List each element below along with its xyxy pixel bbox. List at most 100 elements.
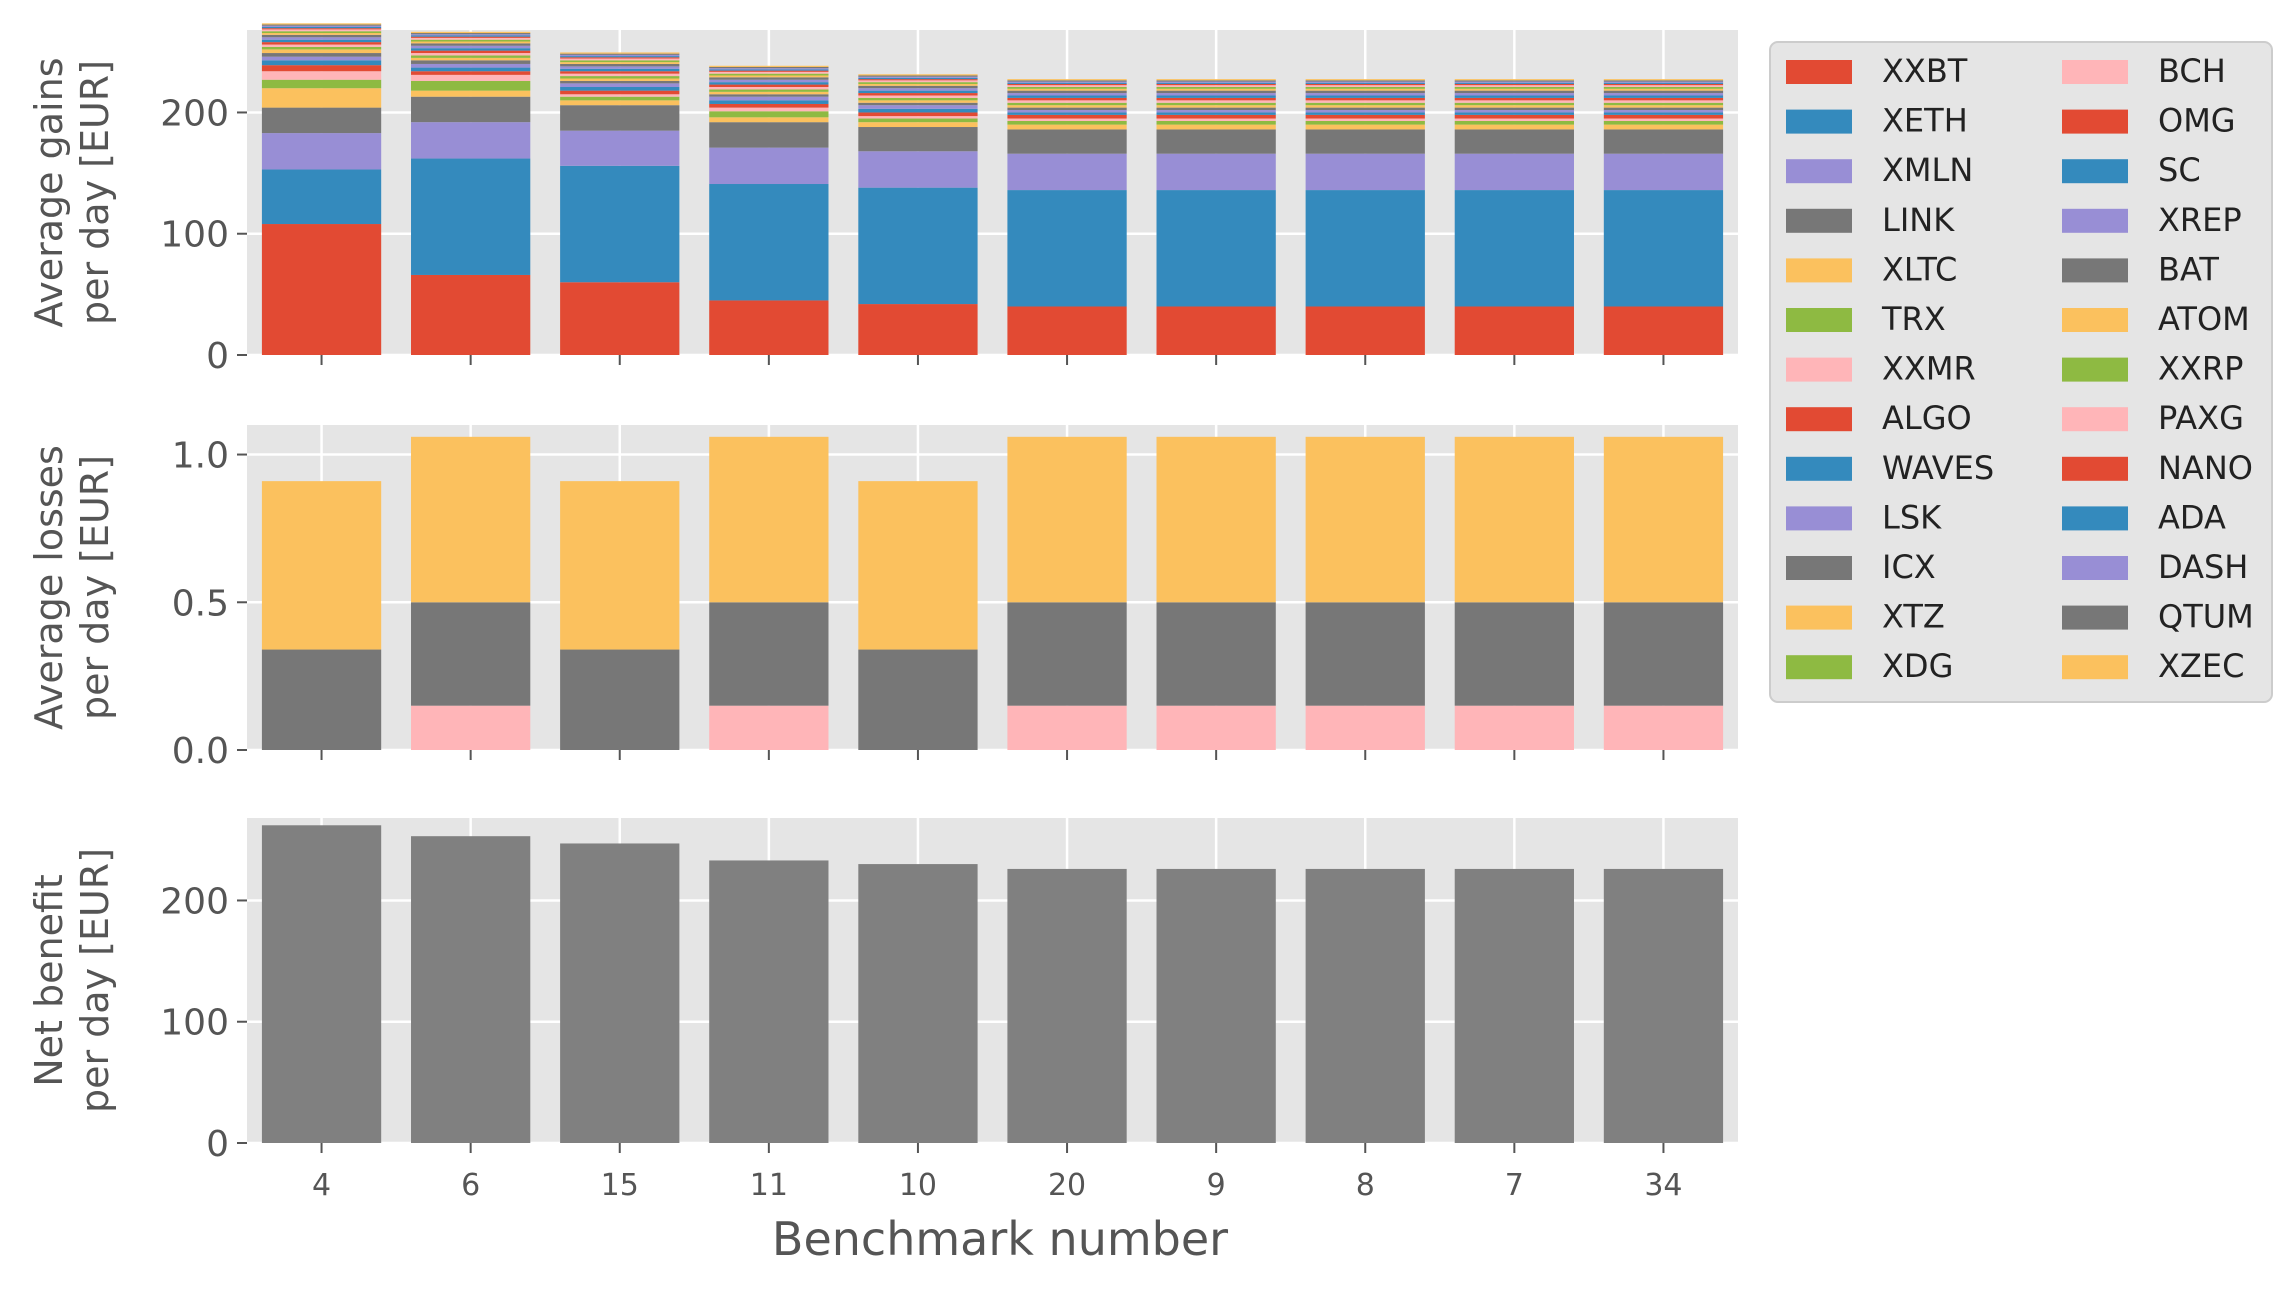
bar-segment-algo-7 [1454, 114, 1574, 119]
bar-segment-xmln-11 [709, 147, 829, 185]
bar-segment-omg-11 [709, 84, 829, 87]
bar-segment-xxbt-4 [261, 224, 382, 355]
bar-segment-icx-15 [560, 80, 680, 84]
bar-segment-nano-34 [1603, 83, 1724, 86]
bar-segment-omg-6 [411, 50, 531, 54]
bar-segment-paxg-11 [709, 71, 829, 74]
bar-segment-bch-34 [1603, 100, 1724, 103]
legend-swatch-bat [2062, 258, 2128, 283]
bar-segment-nano-6 [411, 36, 531, 38]
x-axis-label: Benchmark number [772, 1212, 1228, 1266]
y-axis-label-line-2: per day [EUR] [73, 60, 117, 325]
legend-swatch-ada [2062, 506, 2128, 531]
bar-segment-xzec-20 [1007, 79, 1127, 81]
y-tick-label: 0.0 [172, 731, 229, 772]
bar-segment-series-1-10 [858, 649, 978, 750]
legend-swatch-xeth [1786, 109, 1852, 134]
bar-segment-bat-7 [1454, 90, 1574, 94]
bar-segment-xxmr-4 [261, 71, 382, 80]
y-tick-label: 200 [160, 93, 229, 134]
bar-segment-series-1-9 [1156, 602, 1276, 706]
y-axis-label-line-1: Average losses [27, 445, 71, 730]
bar-segment-paxg-34 [1603, 85, 1724, 87]
bar-segment-bat-8 [1305, 90, 1425, 94]
bar-segment-xzec-6 [411, 31, 531, 34]
bar-segment-xltc-34 [1603, 124, 1724, 130]
bar-segment-series-1-6 [411, 602, 531, 706]
bar-segment-xdg-20 [1007, 102, 1127, 106]
bar-segment-xxmr-8 [1305, 118, 1425, 121]
bar-segment-xmln-4 [261, 133, 382, 170]
bar-segment-ada-10 [858, 77, 978, 80]
bar-segment-omg-20 [1007, 97, 1127, 101]
bar-segment-series-0-7 [1454, 868, 1574, 1143]
bar-segment-sc-15 [560, 68, 680, 72]
bar-segment-waves-34 [1603, 112, 1724, 115]
legend: XXBT XETH XMLN LINK XLTC TRX XXMR ALGO WAVES LSK I… [1769, 41, 2273, 703]
bar-segment-waves-15 [560, 86, 680, 91]
bar-segment-lsk-6 [411, 63, 531, 68]
bar-segment-series-0-10 [858, 864, 978, 1143]
bar-segment-xrep-34 [1603, 93, 1724, 96]
bar-segment-waves-9 [1156, 112, 1276, 115]
bar-segment-atom-7 [1454, 88, 1574, 91]
bar-segment-omg-8 [1305, 97, 1425, 101]
bar-segment-xdg-10 [858, 97, 978, 101]
bar-segment-bch-6 [411, 53, 531, 56]
bar-segment-xzec-10 [858, 74, 978, 76]
bar-segment-xrep-6 [411, 45, 531, 49]
bar-segment-xxbt-7 [1454, 306, 1574, 355]
bar-segment-link-6 [411, 96, 531, 123]
bar-segment-xltc-10 [858, 122, 978, 128]
bar-segment-series-0-20 [1007, 868, 1127, 1143]
legend-label-paxg: PAXG [2158, 399, 2244, 437]
bar-segment-series-1-8 [1305, 602, 1425, 706]
bar-segment-ada-34 [1603, 82, 1724, 84]
bar-segment-icx-9 [1156, 107, 1276, 111]
bar-segment-series-1-15 [560, 649, 680, 750]
bar-segment-xxrp-15 [560, 60, 680, 63]
bar-segment-xxbt-20 [1007, 306, 1127, 355]
bar-segment-dash-15 [560, 54, 680, 57]
bar-segment-xeth-34 [1603, 190, 1724, 307]
x-tick-label: 9 [1207, 1168, 1226, 1203]
bar-segment-trx-9 [1156, 120, 1276, 125]
bar-segment-sc-20 [1007, 95, 1127, 98]
bar-segment-ada-6 [411, 35, 531, 37]
bar-segment-series-1-34 [1603, 602, 1724, 706]
legend-label-xrep: XREP [2158, 201, 2242, 239]
bar-segment-xxbt-6 [411, 274, 531, 355]
y-tick-label: 0 [206, 1124, 229, 1165]
bar-segment-qtum-4 [261, 24, 382, 26]
x-tick-label: 15 [601, 1168, 639, 1203]
bar-segment-series-0-11 [709, 705, 829, 750]
legend-label-xxbt: XXBT [1882, 52, 1968, 90]
bar-segment-bat-10 [858, 85, 978, 89]
bar-segment-lsk-4 [261, 56, 382, 61]
bar-segment-xdg-7 [1454, 102, 1574, 106]
bar-segment-xxrp-20 [1007, 86, 1127, 89]
bar-segment-xxrp-10 [858, 82, 978, 84]
bar-segment-paxg-8 [1305, 85, 1425, 87]
bar-segment-xtz-15 [560, 78, 680, 81]
bar-segment-link-9 [1156, 129, 1276, 154]
bar-segment-bat-9 [1156, 90, 1276, 94]
y-tick-label: 100 [160, 215, 229, 256]
bar-segment-dash-10 [858, 76, 978, 78]
bar-segment-algo-8 [1305, 114, 1425, 119]
legend-swatch-xxmr [1786, 357, 1852, 382]
bar-segment-xtz-20 [1007, 105, 1127, 108]
bar-segment-xxrp-7 [1454, 86, 1574, 89]
legend-label-xeth: XETH [1882, 102, 1968, 140]
bar-segment-lsk-9 [1156, 110, 1276, 113]
bar-segment-xmln-20 [1007, 153, 1127, 191]
bar-segment-trx-10 [858, 118, 978, 123]
bar-segment-series-0-8 [1305, 705, 1425, 750]
bar-segment-xeth-10 [858, 187, 978, 305]
bar-segment-algo-34 [1603, 114, 1724, 119]
bar-segment-xtz-9 [1156, 105, 1276, 108]
bar-segment-xxrp-8 [1305, 86, 1425, 89]
bar-segment-icx-34 [1603, 107, 1724, 111]
bar-segment-xmln-8 [1305, 153, 1425, 191]
legend-swatch-xxrp [2062, 357, 2128, 382]
